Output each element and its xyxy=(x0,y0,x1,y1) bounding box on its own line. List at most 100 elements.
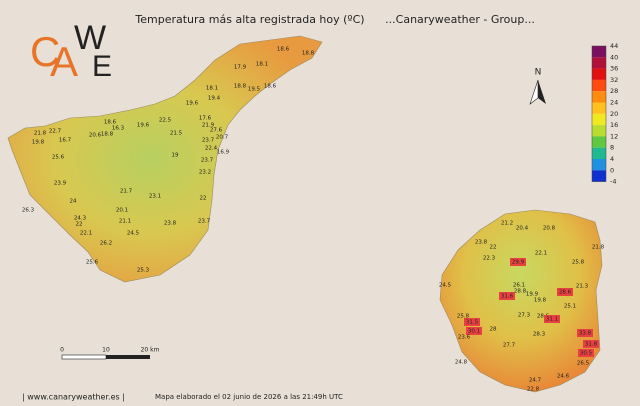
legend-label: 36 xyxy=(610,65,618,73)
logo-letter: W xyxy=(74,19,106,57)
legend-swatch xyxy=(592,170,606,182)
station-value: 30.5 xyxy=(580,351,593,357)
legend-label: 20 xyxy=(610,110,618,118)
station-value: 24.7 xyxy=(529,378,542,384)
station-value: 31.8 xyxy=(585,342,598,348)
legend-swatch xyxy=(592,125,606,137)
station-value: 16.7 xyxy=(59,138,72,144)
station-value: 31.5 xyxy=(466,320,479,326)
station-value: 23.8 xyxy=(475,240,488,246)
legend-label: 0 xyxy=(610,166,614,174)
station-value: 17.6 xyxy=(199,116,212,122)
station-value: 25.8 xyxy=(572,260,585,266)
station-value: 18.1 xyxy=(256,62,268,68)
station-value: 18.8 xyxy=(234,84,247,90)
logo-letter: E xyxy=(92,50,112,83)
alert-box xyxy=(510,258,526,266)
alert-box xyxy=(577,329,593,337)
legend-label: 24 xyxy=(610,99,618,107)
station-value: 33.8 xyxy=(579,331,592,337)
station-value: 22.3 xyxy=(483,256,496,262)
station-value: 17.9 xyxy=(234,65,247,71)
station-value: 29.9 xyxy=(512,260,525,266)
legend-label: 28 xyxy=(610,87,618,95)
station-value: 28.6 xyxy=(559,290,572,296)
station-value: 25.6 xyxy=(52,155,65,161)
station-value: 28.6 xyxy=(537,314,550,320)
station-value: 23.7 xyxy=(201,158,214,164)
station-value: 28.8 xyxy=(514,289,527,295)
station-value: 22 xyxy=(200,196,207,202)
legend-swatch xyxy=(592,136,606,148)
scale-label: 20 km xyxy=(141,347,160,354)
station-value: 21.5 xyxy=(170,131,183,137)
station-value: 24.6 xyxy=(557,374,570,380)
station-value: 20.7 xyxy=(216,135,229,141)
station-value: 27.6 xyxy=(210,128,223,134)
station-value: 25.3 xyxy=(137,268,150,274)
station-value: 21.2 xyxy=(501,221,513,227)
station-value: 30.1 xyxy=(468,329,480,335)
stations: 18.618.817.9 18.118.1 18.8 19.5 18.619.619.4… xyxy=(22,47,605,393)
station-value: 25.6 xyxy=(86,260,99,266)
station-value: 22.1 xyxy=(535,251,547,257)
alert-box xyxy=(578,349,594,357)
station-value: 23.8 xyxy=(164,221,177,227)
legend-swatch xyxy=(592,79,606,92)
station-value: 24.3 xyxy=(74,216,87,222)
station-value: 20.8 xyxy=(543,226,556,232)
station-value: 18.8 xyxy=(302,51,315,57)
station-value: 21.8 xyxy=(592,245,605,251)
site: | www.canaryweather.es | xyxy=(22,393,125,402)
station-value: 19.8 xyxy=(32,140,45,146)
station-value: 22.8 xyxy=(527,387,540,393)
station-value: 21.7 xyxy=(120,189,133,195)
station-value: 18.6 xyxy=(264,84,277,90)
station-value: 20.6 xyxy=(89,133,102,139)
legend-label: 40 xyxy=(610,53,618,61)
station-value: 19.6 xyxy=(186,101,199,107)
station-value: 23.7 xyxy=(202,138,215,144)
station-value: 16.9 xyxy=(217,150,230,156)
alert-box xyxy=(544,315,560,323)
arrow xyxy=(529,79,539,105)
legend-label: 16 xyxy=(610,121,618,129)
legend-swatch xyxy=(592,57,606,69)
compass-label: N xyxy=(535,68,542,78)
station-value: 28 xyxy=(490,327,497,333)
station-value: 24.8 xyxy=(455,360,468,366)
station-value: 25.8 xyxy=(457,314,470,320)
logo-letter: C xyxy=(30,28,60,75)
legend-frame xyxy=(591,45,607,182)
compass: N xyxy=(529,68,546,105)
alert-box xyxy=(499,292,515,300)
station-value: 19.4 xyxy=(208,96,221,102)
legend-swatch xyxy=(592,91,606,103)
station-value: 21.8 xyxy=(34,131,47,137)
station-value: 22 xyxy=(490,245,497,251)
station-value: 24.5 xyxy=(439,283,452,289)
station-value: 18.1 xyxy=(206,86,218,92)
station-value: 21.3 xyxy=(576,284,589,290)
tenerife-island xyxy=(7,35,323,283)
station-value: 22.7 xyxy=(49,129,62,135)
station-value: 26.3 xyxy=(22,208,35,214)
logo-letter: A xyxy=(50,38,78,85)
group: ...Canaryweather - Group... xyxy=(385,13,535,26)
station-value: 27.7 xyxy=(503,343,516,349)
legend-label: -4 xyxy=(610,178,616,186)
alert-box xyxy=(557,288,573,296)
station-value: 23.1 xyxy=(149,194,161,200)
station-value: 22.4 xyxy=(205,146,218,152)
station-value: 24 xyxy=(70,199,77,205)
legend-swatch xyxy=(592,159,606,171)
station-value: 16.3 xyxy=(112,126,125,132)
station-value: 26.2 xyxy=(100,241,112,247)
station-value: 22 xyxy=(76,222,83,228)
station-value: 18.6 xyxy=(277,47,290,53)
scale-bar: 0 10 20 km xyxy=(60,347,160,360)
scale-label: 10 xyxy=(102,347,110,354)
note: Mapa elaborado el 02 junio de 2026 a las… xyxy=(155,393,343,401)
station-value: 23.7 xyxy=(198,219,211,225)
